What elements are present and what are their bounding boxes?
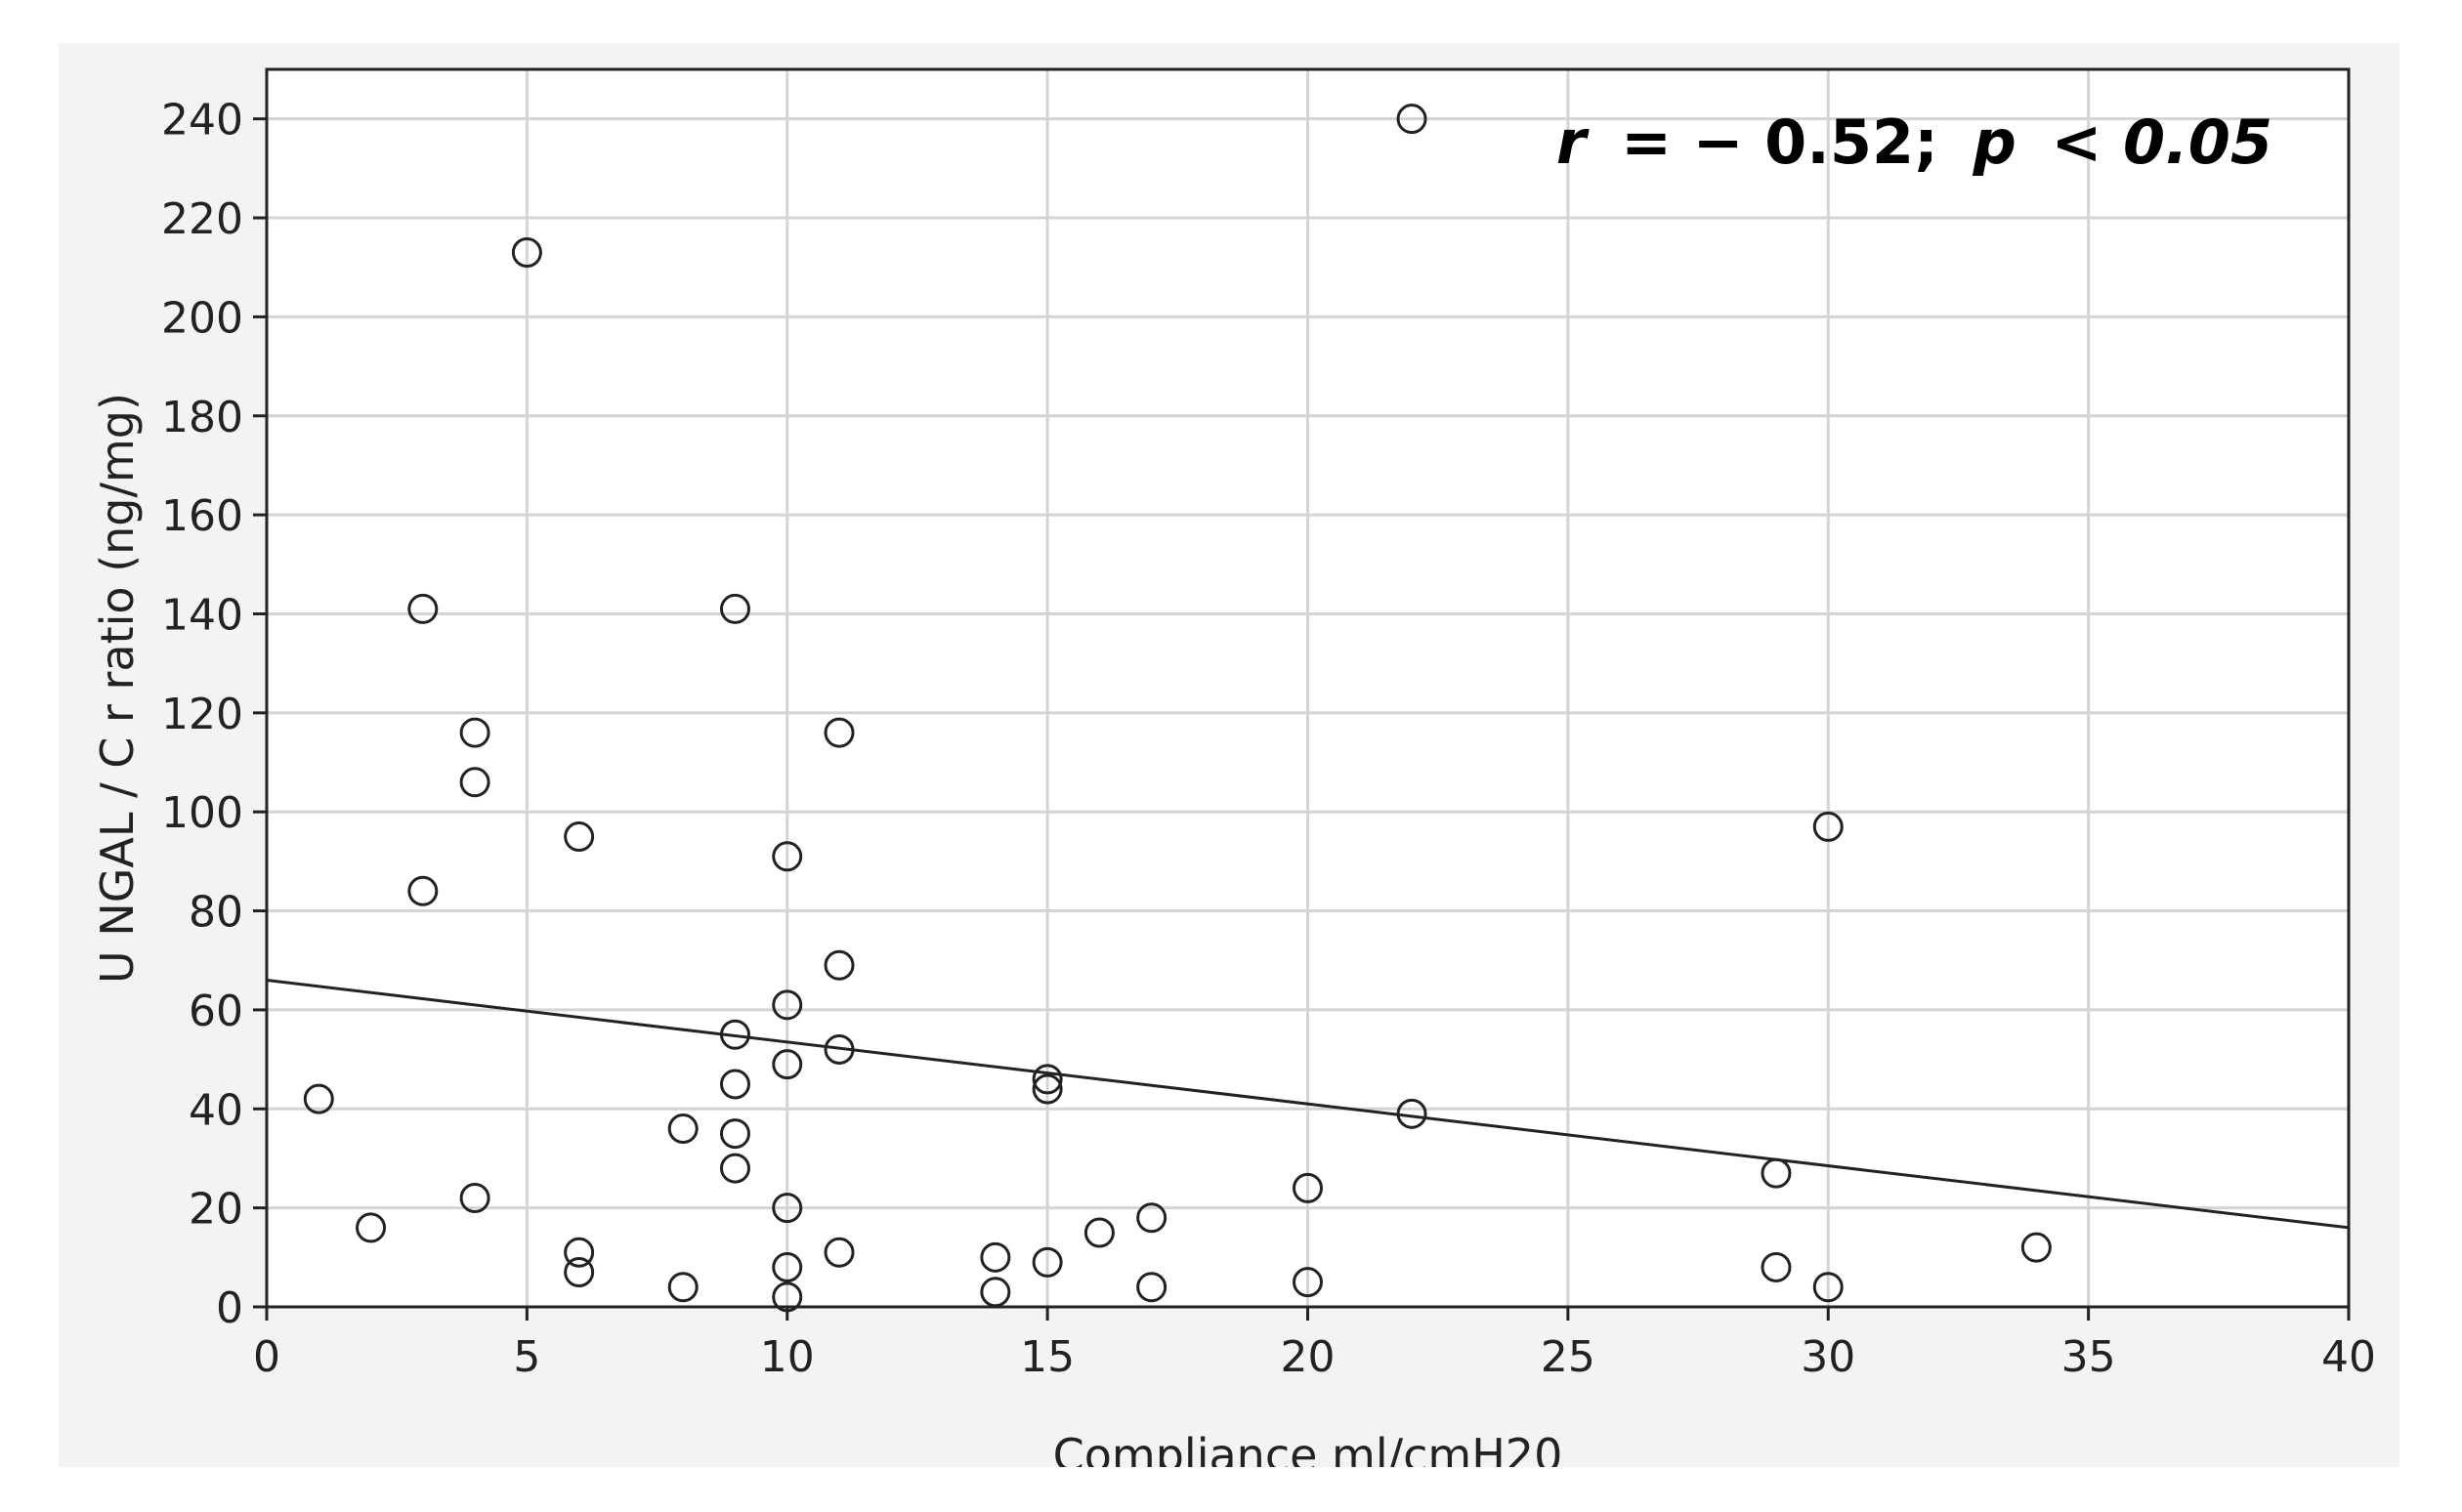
x-tick-label: 35 bbox=[2061, 1332, 2116, 1382]
data-point bbox=[772, 1251, 803, 1282]
data-point bbox=[459, 717, 490, 748]
data-point bbox=[667, 1272, 699, 1303]
regression-line bbox=[266, 979, 2350, 1230]
p-symbol: p bbox=[1973, 106, 2016, 178]
y-tick-label: 220 bbox=[161, 194, 243, 244]
data-point bbox=[511, 237, 542, 269]
x-tick-label: 0 bbox=[253, 1332, 280, 1382]
data-point bbox=[564, 1257, 595, 1288]
data-point bbox=[356, 1212, 387, 1243]
data-point bbox=[824, 1237, 855, 1268]
x-tick-label: 40 bbox=[2321, 1332, 2376, 1382]
data-point bbox=[1396, 1098, 1427, 1129]
data-point bbox=[824, 1033, 855, 1065]
data-point bbox=[772, 841, 803, 872]
chart-frame: 0 5 10 15 20 25 30 35 40 0 20 40 60 80 100 120 140 160 180… bbox=[59, 43, 2399, 1467]
data-point bbox=[407, 875, 439, 906]
data-point bbox=[1293, 1267, 1323, 1298]
data-point bbox=[719, 1069, 750, 1100]
p-value: < 0.05 bbox=[2051, 106, 2272, 178]
data-point bbox=[824, 717, 855, 748]
y-tick-label: 60 bbox=[189, 987, 243, 1036]
x-tick-label: 25 bbox=[1541, 1332, 1595, 1382]
data-point bbox=[303, 1083, 334, 1114]
correlation-annotation: r = − 0.52; p < 0.05 bbox=[1556, 106, 2272, 178]
data-point bbox=[2020, 1232, 2052, 1263]
x-tick-label: 30 bbox=[1801, 1332, 1855, 1382]
y-tick-label: 20 bbox=[189, 1185, 243, 1235]
data-point bbox=[407, 593, 439, 624]
y-tick-label: 120 bbox=[161, 690, 243, 739]
scatter-chart: 0 5 10 15 20 25 30 35 40 0 20 40 60 80 100 120 140 160 180… bbox=[91, 67, 2376, 1467]
data-point bbox=[1761, 1157, 1792, 1189]
x-tick-label: 5 bbox=[513, 1332, 540, 1382]
data-point bbox=[772, 1193, 803, 1224]
y-tick-label: 160 bbox=[161, 491, 243, 541]
data-point bbox=[719, 593, 750, 624]
y-tick-label: 200 bbox=[161, 293, 243, 343]
data-point bbox=[772, 989, 803, 1021]
data-point bbox=[772, 1281, 803, 1313]
x-tick-label: 20 bbox=[1281, 1332, 1336, 1382]
y-axis-title: U NGAL / C r ratio (ng/mg) bbox=[91, 393, 144, 984]
data-point bbox=[980, 1241, 1011, 1273]
data-point bbox=[564, 821, 595, 853]
data-point bbox=[1032, 1073, 1063, 1105]
data-point bbox=[1032, 1246, 1063, 1278]
y-tick-label: 0 bbox=[216, 1283, 243, 1333]
x-tick-label: 15 bbox=[1020, 1332, 1075, 1382]
data-point bbox=[1396, 104, 1427, 135]
trendline-layer bbox=[266, 979, 2350, 1230]
r-symbol: r bbox=[1556, 106, 1590, 178]
data-point bbox=[459, 767, 490, 798]
data-points bbox=[303, 104, 2052, 1313]
r-value: = − 0.52; bbox=[1621, 106, 1938, 178]
axes: 0 5 10 15 20 25 30 35 40 0 20 40 60 80 100 120 140 160 180… bbox=[161, 96, 2376, 1382]
x-tick-label: 10 bbox=[760, 1332, 815, 1382]
y-tick-label: 180 bbox=[161, 393, 243, 442]
data-point bbox=[1032, 1064, 1063, 1095]
data-point bbox=[1136, 1272, 1167, 1303]
data-point bbox=[1083, 1217, 1115, 1248]
gridlines bbox=[267, 69, 2349, 1307]
data-point bbox=[1293, 1172, 1323, 1203]
y-tick-label: 240 bbox=[161, 96, 243, 146]
y-tick-label: 40 bbox=[189, 1085, 243, 1135]
data-point bbox=[1136, 1202, 1167, 1234]
data-point bbox=[719, 1019, 750, 1050]
data-point bbox=[1812, 1272, 1844, 1303]
y-tick-label: 80 bbox=[189, 888, 243, 938]
y-tick-label: 100 bbox=[161, 788, 243, 838]
data-point bbox=[1761, 1251, 1792, 1282]
x-axis-title: Compliance ml/cmH20 bbox=[1053, 1429, 1563, 1467]
data-point bbox=[824, 949, 855, 981]
data-point bbox=[564, 1237, 595, 1268]
data-point bbox=[719, 1118, 750, 1150]
data-point bbox=[1812, 811, 1844, 842]
data-point bbox=[772, 1049, 803, 1080]
y-tick-label: 140 bbox=[161, 590, 243, 640]
plot-border bbox=[265, 67, 2351, 1309]
data-point bbox=[459, 1183, 490, 1214]
data-point bbox=[719, 1153, 750, 1184]
data-point bbox=[667, 1113, 699, 1145]
